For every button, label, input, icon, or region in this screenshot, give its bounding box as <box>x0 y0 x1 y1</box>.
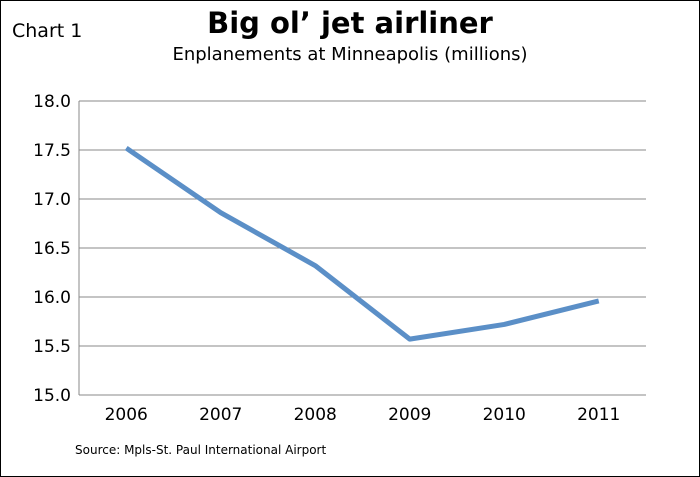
y-tick-label: 15.5 <box>33 337 71 357</box>
chart-subtitle: Enplanements at Minneapolis (millions) <box>172 44 528 65</box>
series-line <box>124 145 600 342</box>
y-tick-labels: 15.0 15.5 16.0 16.5 17.0 17.5 18.0 <box>33 92 71 406</box>
chart-number-label: Chart 1 <box>12 20 83 42</box>
y-tick-label: 18.0 <box>33 92 71 112</box>
x-tick-label: 2010 <box>483 405 526 425</box>
x-tick-labels: 2006 2007 2008 2009 2010 2011 <box>105 405 621 425</box>
chart-title: Big ol’ jet airliner <box>207 6 493 40</box>
x-tick-label: 2011 <box>577 405 620 425</box>
gridlines <box>79 100 646 347</box>
x-tick-label: 2006 <box>105 405 148 425</box>
y-tick-label: 17.0 <box>33 190 71 210</box>
axes <box>78 101 646 396</box>
y-tick-label: 16.0 <box>33 288 71 308</box>
y-tick-label: 17.5 <box>33 141 71 161</box>
y-tick-label: 16.5 <box>33 239 71 259</box>
x-tick-label: 2007 <box>199 405 242 425</box>
series-group <box>124 145 600 342</box>
x-tick-label: 2008 <box>294 405 337 425</box>
x-tick-label: 2009 <box>388 405 431 425</box>
y-tick-label: 15.0 <box>33 386 71 406</box>
source-note: Source: Mpls-St. Paul International Airp… <box>75 443 327 457</box>
